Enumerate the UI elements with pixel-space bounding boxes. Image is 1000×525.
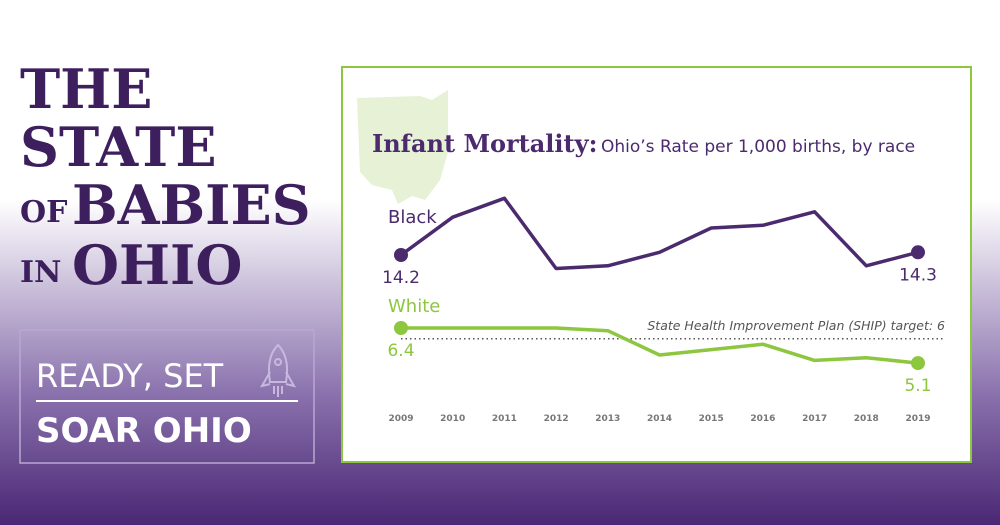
headline: IN	[20, 255, 61, 290]
series-line	[401, 326, 919, 365]
rocket-icon	[259, 343, 297, 397]
headline: BABIES	[72, 173, 311, 237]
headline: OHIO	[72, 233, 242, 297]
badge-text: SOAR OHIO	[36, 411, 252, 451]
x-tick-label: 2016	[750, 414, 775, 424]
x-tick-label: 2013	[595, 414, 620, 424]
series-name: White	[388, 296, 440, 317]
badge-box	[19, 329, 315, 464]
headline: THE	[20, 57, 152, 121]
point	[394, 248, 408, 262]
value-label: 5.1	[904, 376, 931, 396]
chart-title: Infant Mortality:	[372, 129, 597, 158]
chart-subtitle: Ohio’s Rate per 1,000 births, by race	[601, 137, 915, 157]
headline: OF	[20, 195, 67, 230]
headline: STATE	[20, 115, 217, 179]
value-label: 6.4	[387, 341, 414, 361]
x-tick-label: 2018	[854, 414, 879, 424]
series-name: Black	[388, 207, 437, 228]
x-tick-label: 2009	[388, 414, 413, 424]
target-label: State Health Improvement Plan (SHIP) tar…	[647, 318, 945, 333]
x-tick-label: 2011	[492, 414, 517, 424]
series-line	[399, 196, 919, 271]
value-label: 14.3	[899, 265, 937, 285]
x-tick-label: 2012	[544, 414, 569, 424]
x-tick-label: 2010	[440, 414, 465, 424]
ohio-shape	[357, 90, 448, 204]
x-tick-label: 2019	[905, 414, 930, 424]
x-tick-label: 2017	[802, 414, 827, 424]
point	[911, 356, 925, 371]
x-tick-label: 2014	[647, 414, 672, 424]
point	[394, 321, 408, 335]
x-tick-label: 2015	[699, 414, 724, 424]
point	[911, 245, 925, 260]
badge-text: READY, SET	[36, 357, 224, 395]
value-label: 14.2	[382, 268, 420, 288]
